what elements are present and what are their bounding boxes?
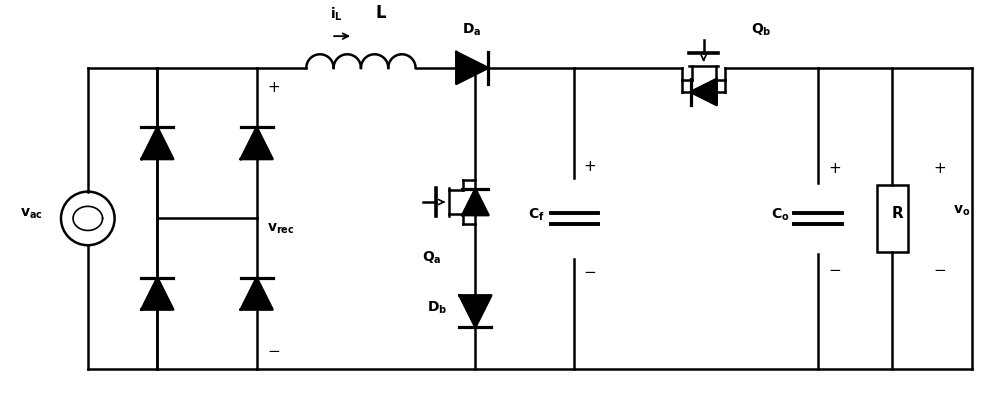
Text: $-$: $-$ <box>933 260 947 276</box>
Polygon shape <box>459 295 491 327</box>
Text: $\mathbf{Q_a}$: $\mathbf{Q_a}$ <box>422 250 441 266</box>
Text: $\mathbf{D_b}$: $\mathbf{D_b}$ <box>427 299 448 316</box>
Text: $\mathbf{i_L}$: $\mathbf{i_L}$ <box>330 5 343 23</box>
Text: $\mathbf{L}$: $\mathbf{L}$ <box>375 5 387 22</box>
Polygon shape <box>241 127 273 159</box>
Text: $-$: $-$ <box>267 342 280 356</box>
Bar <box>877 185 908 252</box>
Text: $+$: $+$ <box>583 159 596 174</box>
Text: $\mathbf{D_a}$: $\mathbf{D_a}$ <box>462 21 482 37</box>
Text: $\mathbf{C_f}$: $\mathbf{C_f}$ <box>528 206 545 223</box>
Text: $+$: $+$ <box>828 161 841 176</box>
Polygon shape <box>141 278 173 309</box>
Polygon shape <box>462 189 488 215</box>
Text: $\mathbf{v_{rec}}$: $\mathbf{v_{rec}}$ <box>267 221 294 236</box>
Polygon shape <box>456 52 488 84</box>
Polygon shape <box>691 79 717 105</box>
Text: $-$: $-$ <box>583 262 596 278</box>
Polygon shape <box>141 127 173 159</box>
Text: $\mathbf{C_o}$: $\mathbf{C_o}$ <box>771 206 789 223</box>
Polygon shape <box>241 278 273 309</box>
Text: $\mathbf{v_{ac}}$: $\mathbf{v_{ac}}$ <box>20 206 43 221</box>
Text: $\mathbf{v_o}$: $\mathbf{v_o}$ <box>953 204 971 218</box>
Text: $\mathbf{Q_b}$: $\mathbf{Q_b}$ <box>751 21 772 37</box>
Text: $+$: $+$ <box>267 80 280 95</box>
Text: $+$: $+$ <box>933 161 947 176</box>
Text: $-$: $-$ <box>828 260 841 276</box>
Text: $\mathbf{R}$: $\mathbf{R}$ <box>891 206 904 221</box>
